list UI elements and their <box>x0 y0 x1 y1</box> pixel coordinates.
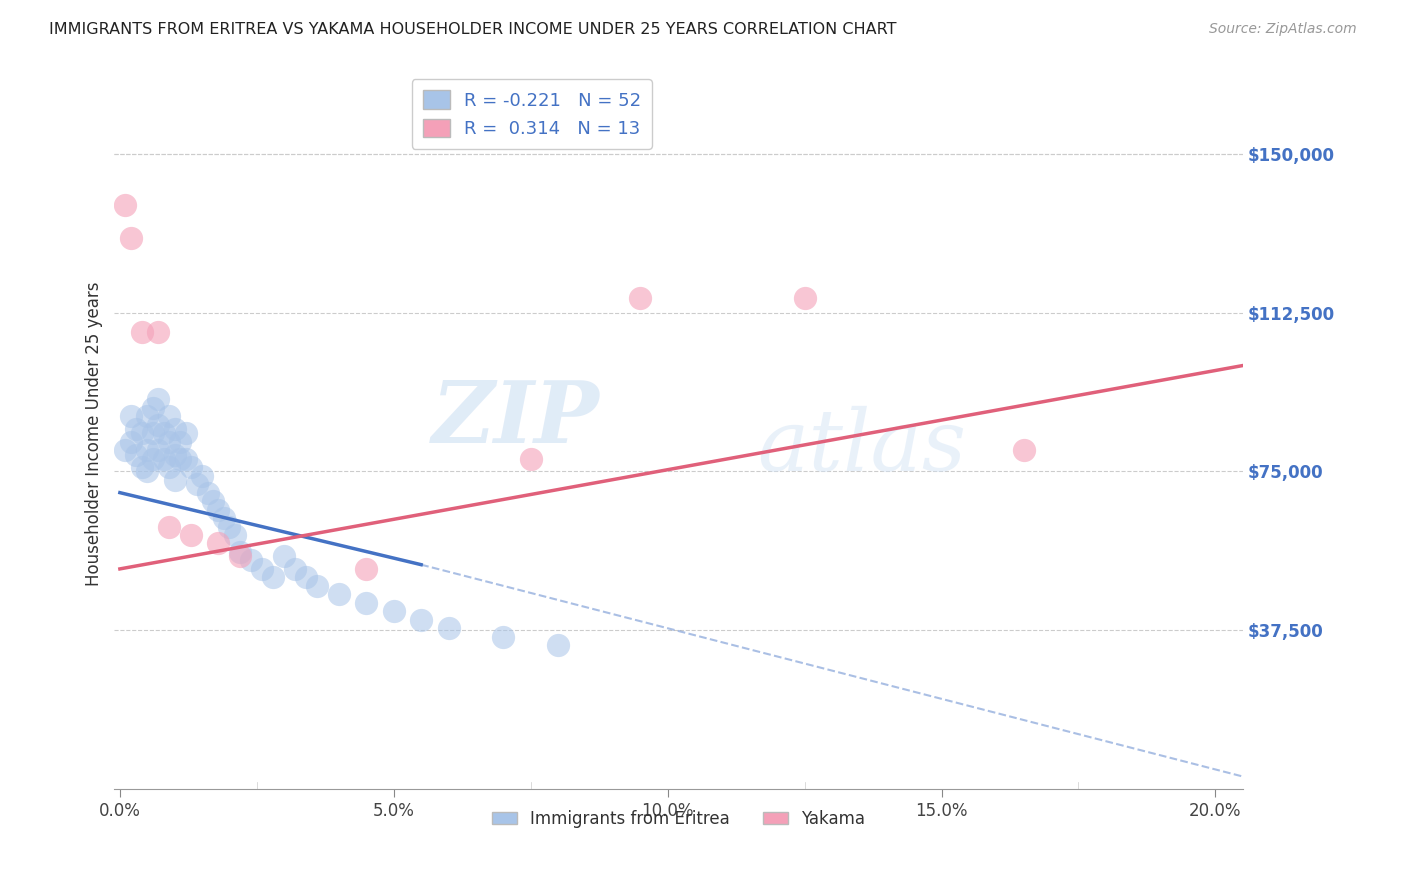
Point <box>186 477 208 491</box>
Point <box>125 422 148 436</box>
Point <box>142 426 165 441</box>
Point <box>114 197 136 211</box>
Point <box>157 519 180 533</box>
Point <box>120 409 142 424</box>
Point <box>411 613 433 627</box>
Point <box>136 409 159 424</box>
Point <box>163 448 186 462</box>
Point <box>212 511 235 525</box>
Point <box>437 621 460 635</box>
Point <box>229 549 252 564</box>
Y-axis label: Householder Income Under 25 years: Householder Income Under 25 years <box>86 281 103 585</box>
Point <box>120 231 142 245</box>
Point <box>114 443 136 458</box>
Point <box>197 485 219 500</box>
Point <box>273 549 295 564</box>
Point <box>142 451 165 466</box>
Point <box>120 434 142 449</box>
Point <box>163 422 186 436</box>
Point <box>240 553 263 567</box>
Legend: Immigrants from Eritrea, Yakama: Immigrants from Eritrea, Yakama <box>485 803 872 834</box>
Point <box>284 562 307 576</box>
Point <box>157 434 180 449</box>
Point <box>628 291 651 305</box>
Point <box>382 604 405 618</box>
Point <box>136 465 159 479</box>
Point <box>131 426 153 441</box>
Point <box>169 434 191 449</box>
Point <box>793 291 815 305</box>
Point <box>218 519 240 533</box>
Point <box>169 451 191 466</box>
Point <box>547 638 569 652</box>
Point <box>262 570 284 584</box>
Point <box>201 494 224 508</box>
Point <box>252 562 274 576</box>
Point <box>152 426 174 441</box>
Point <box>131 460 153 475</box>
Point <box>148 443 170 458</box>
Point <box>519 451 541 466</box>
Point <box>157 409 180 424</box>
Point <box>174 451 197 466</box>
Point <box>328 587 350 601</box>
Point <box>191 468 214 483</box>
Point <box>229 545 252 559</box>
Point <box>163 473 186 487</box>
Point <box>224 528 246 542</box>
Point <box>295 570 318 584</box>
Point <box>356 596 378 610</box>
Point <box>157 460 180 475</box>
Point <box>142 401 165 415</box>
Text: ZIP: ZIP <box>432 377 599 461</box>
Text: atlas: atlas <box>758 406 967 489</box>
Point <box>180 460 202 475</box>
Point <box>307 579 329 593</box>
Point <box>148 417 170 432</box>
Point <box>207 536 229 550</box>
Point <box>207 502 229 516</box>
Point <box>1012 443 1035 458</box>
Point <box>136 443 159 458</box>
Text: IMMIGRANTS FROM ERITREA VS YAKAMA HOUSEHOLDER INCOME UNDER 25 YEARS CORRELATION : IMMIGRANTS FROM ERITREA VS YAKAMA HOUSEH… <box>49 22 897 37</box>
Point <box>148 392 170 407</box>
Point <box>131 325 153 339</box>
Point <box>174 426 197 441</box>
Point <box>152 451 174 466</box>
Text: Source: ZipAtlas.com: Source: ZipAtlas.com <box>1209 22 1357 37</box>
Point <box>148 325 170 339</box>
Point <box>356 562 378 576</box>
Point <box>180 528 202 542</box>
Point <box>125 448 148 462</box>
Point <box>492 630 515 644</box>
